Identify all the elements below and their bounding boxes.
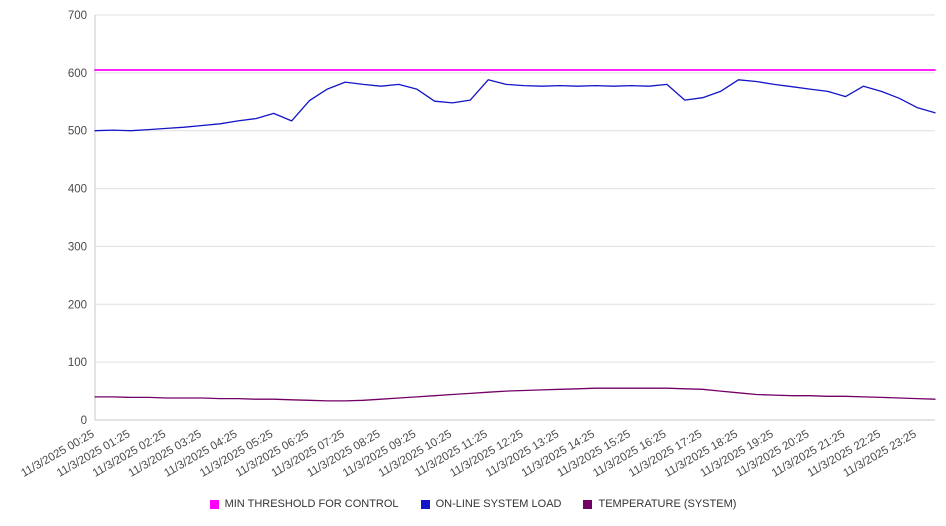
legend-label-online-system-load: ON-LINE SYSTEM LOAD (435, 498, 562, 510)
y-tick-label-600: 600 (68, 68, 87, 80)
y-tick-label-100: 100 (68, 357, 87, 369)
legend-item-temperature: TEMPERATURE (SYSTEM) (583, 498, 736, 510)
legend-swatch-online-system-load-icon (420, 499, 430, 509)
legend-label-temperature: TEMPERATURE (SYSTEM) (598, 498, 737, 510)
y-tick-label-300: 300 (68, 241, 87, 253)
chart-legend: MIN THRESHOLD FOR CONTROL ON-LINE SYSTEM… (0, 498, 946, 510)
legend-swatch-min-threshold-icon (209, 499, 219, 509)
series-line-1 (94, 79, 936, 132)
y-tick-label-400: 400 (68, 184, 87, 196)
series-line-2 (94, 387, 936, 402)
legend-label-min-threshold: MIN THRESHOLD FOR CONTROL (224, 498, 399, 510)
y-tick-label-0: 0 (81, 415, 87, 427)
legend-swatch-temperature-icon (583, 499, 593, 509)
legend-item-min-threshold: MIN THRESHOLD FOR CONTROL (209, 498, 399, 510)
y-tick-label-200: 200 (68, 299, 87, 311)
y-tick-label-500: 500 (68, 126, 87, 138)
y-tick-label-700: 700 (68, 10, 87, 22)
legend-item-online-system-load: ON-LINE SYSTEM LOAD (420, 498, 562, 510)
